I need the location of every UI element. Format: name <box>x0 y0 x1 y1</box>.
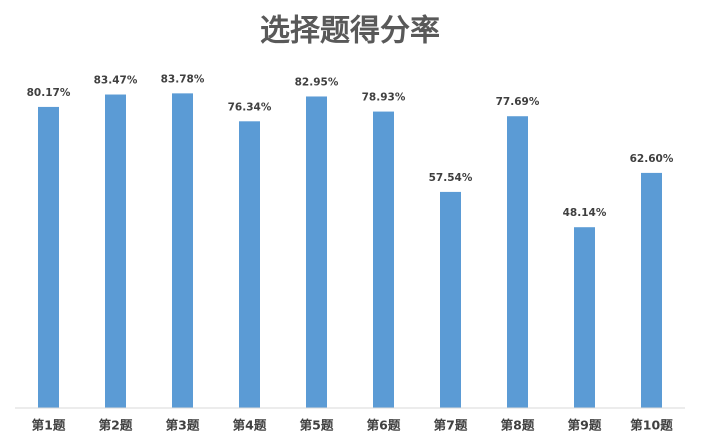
data-label: 82.95% <box>295 76 339 88</box>
x-tick-label: 第10题 <box>630 418 673 433</box>
x-tick-label: 第3题 <box>166 418 200 433</box>
x-tick-label: 第9题 <box>568 418 602 433</box>
x-tick-label: 第6题 <box>367 418 401 433</box>
bar <box>105 94 126 409</box>
chart-title: 选择题得分率 <box>260 14 440 49</box>
data-label: 80.17% <box>27 87 71 99</box>
bar <box>507 116 528 408</box>
data-label: 77.69% <box>496 96 540 108</box>
x-tick-label: 第1题 <box>32 418 66 433</box>
data-label: 83.78% <box>161 73 205 85</box>
bar <box>306 96 327 408</box>
bar <box>574 227 595 408</box>
bar <box>373 111 394 408</box>
x-tick-label: 第5题 <box>300 418 334 433</box>
data-label: 78.93% <box>362 92 406 104</box>
bar <box>239 121 260 408</box>
data-label: 57.54% <box>429 172 473 184</box>
bar <box>440 191 461 408</box>
x-tick-label: 第4题 <box>233 418 267 433</box>
x-tick-label: 第7题 <box>434 418 468 433</box>
data-label: 83.47% <box>94 75 138 87</box>
bar <box>641 172 662 408</box>
data-label: 48.14% <box>563 207 607 219</box>
data-label: 76.34% <box>228 101 272 113</box>
bar <box>172 93 193 408</box>
bar <box>38 106 59 408</box>
x-tick-label: 第8题 <box>501 418 535 433</box>
data-label: 62.60% <box>630 153 674 165</box>
x-tick-label: 第2题 <box>99 418 133 433</box>
